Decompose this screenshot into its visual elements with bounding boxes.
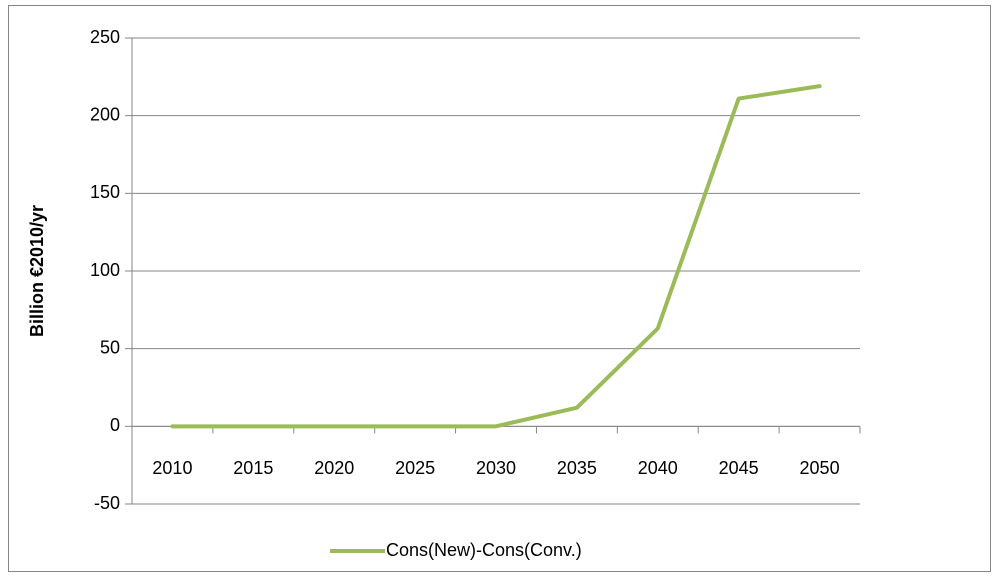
- x-tick-label: 2020: [314, 458, 354, 478]
- x-tick-label: 2050: [800, 458, 840, 478]
- y-tick-label: 150: [90, 182, 120, 202]
- y-tick-label: 0: [110, 415, 120, 435]
- y-tick-label: -50: [94, 493, 120, 513]
- y-tick-label: 100: [90, 260, 120, 280]
- line-series: [170, 84, 822, 429]
- x-tick-label: 2010: [152, 458, 192, 478]
- x-tick-label: 2015: [233, 458, 273, 478]
- x-tick-label: 2025: [395, 458, 435, 478]
- y-tick-label: 200: [90, 104, 120, 124]
- x-tick-label: 2040: [638, 458, 678, 478]
- x-tick-label: 2035: [557, 458, 597, 478]
- legend-label: Cons(New)-Cons(Conv.): [386, 540, 582, 560]
- y-tick-label: 50: [100, 337, 120, 357]
- chart-border: [8, 5, 991, 572]
- y-tick-label: 250: [90, 27, 120, 47]
- y-axis-label: Billion €2010/yr: [27, 205, 47, 337]
- x-tick-label: 2045: [719, 458, 759, 478]
- x-tick-label: 2030: [476, 458, 516, 478]
